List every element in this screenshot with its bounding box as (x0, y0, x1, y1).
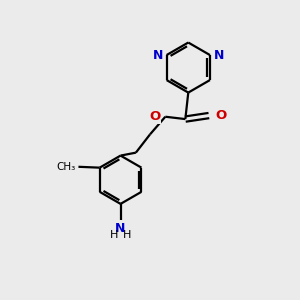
Text: N: N (152, 49, 163, 62)
Text: O: O (215, 109, 226, 122)
Text: N: N (214, 49, 224, 62)
Text: N: N (116, 222, 126, 236)
Text: H: H (123, 230, 131, 240)
Text: H: H (110, 230, 118, 240)
Text: CH₃: CH₃ (57, 162, 76, 172)
Text: O: O (149, 110, 160, 123)
